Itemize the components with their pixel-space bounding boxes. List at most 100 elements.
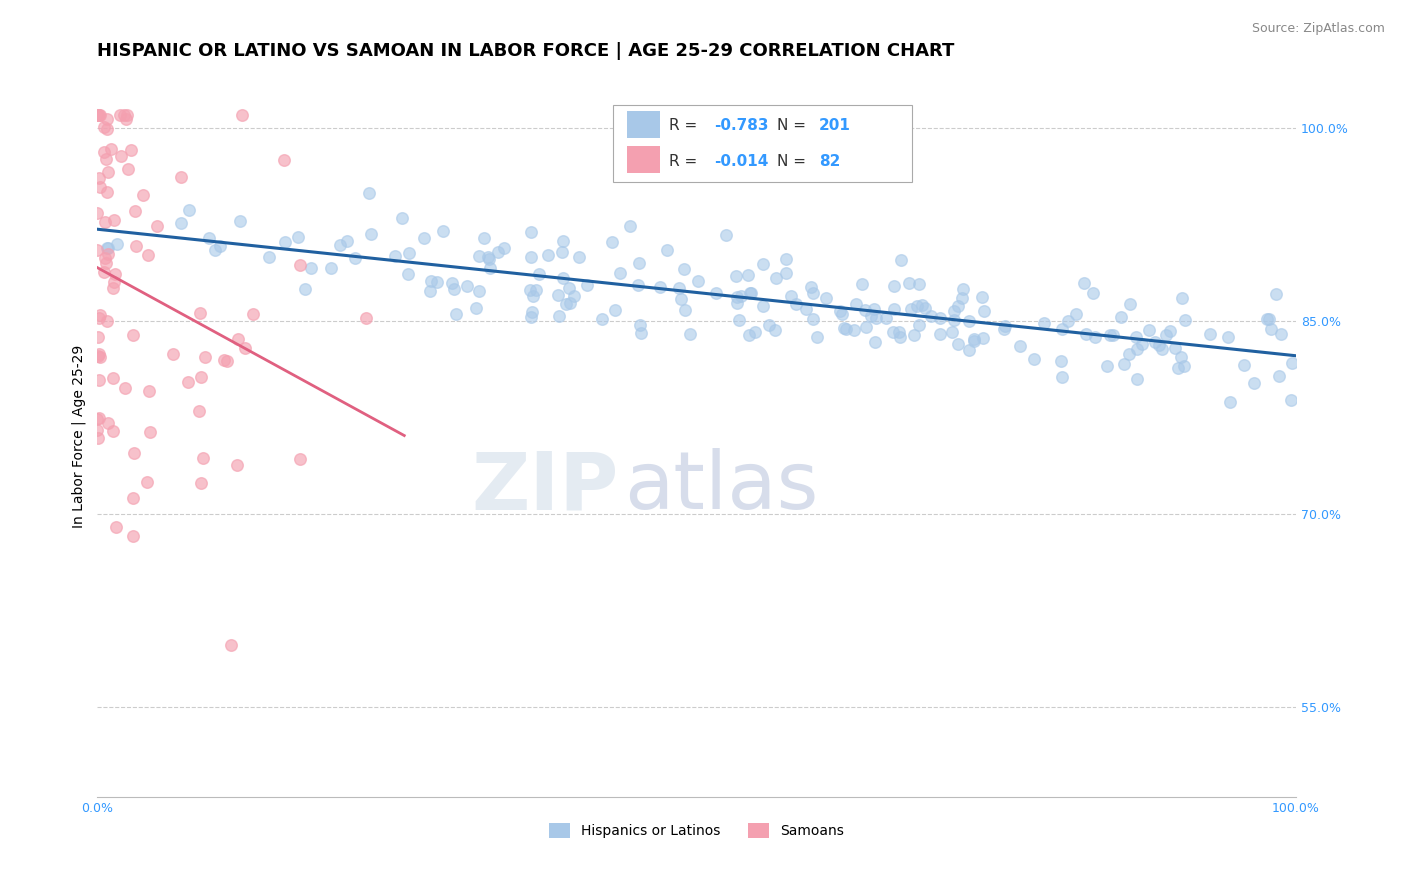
Point — [714, 227, 737, 242]
Point — [419, 284, 441, 298]
Point — [994, 318, 1017, 333]
Point — [831, 307, 853, 321]
Text: N =: N = — [778, 153, 811, 169]
Point — [1137, 323, 1160, 337]
Point — [765, 270, 787, 285]
Point — [136, 248, 159, 262]
Point — [785, 297, 807, 311]
Point — [865, 335, 887, 350]
Point — [1268, 369, 1291, 384]
Point — [1149, 338, 1171, 352]
Point — [86, 205, 108, 219]
Point — [87, 373, 110, 387]
Point — [443, 283, 465, 297]
FancyBboxPatch shape — [627, 111, 661, 138]
Point — [1074, 326, 1097, 341]
Point — [87, 410, 110, 425]
Legend: Hispanics or Latinos, Samoans: Hispanics or Latinos, Samoans — [544, 818, 849, 844]
Text: R =: R = — [669, 153, 702, 169]
Point — [120, 143, 142, 157]
Text: HISPANIC OR LATINO VS SAMOAN IN LABOR FORCE | AGE 25-29 CORRELATION CHART: HISPANIC OR LATINO VS SAMOAN IN LABOR FO… — [97, 42, 955, 60]
Point — [110, 149, 132, 163]
Point — [952, 282, 974, 296]
Point — [136, 475, 159, 490]
Point — [101, 424, 124, 438]
Point — [679, 326, 702, 341]
Point — [122, 529, 145, 543]
Point — [744, 325, 766, 339]
Point — [87, 431, 110, 445]
Point — [845, 297, 868, 311]
Point — [628, 318, 651, 332]
Point — [108, 108, 131, 122]
Point — [319, 261, 342, 276]
Point — [87, 311, 110, 326]
Point — [93, 251, 115, 265]
Point — [329, 238, 352, 252]
Point — [190, 475, 212, 490]
Point — [89, 108, 111, 122]
Point — [177, 375, 200, 389]
Point — [725, 290, 748, 304]
Point — [1257, 311, 1279, 326]
Text: atlas: atlas — [624, 448, 818, 526]
Point — [630, 326, 652, 340]
Point — [257, 250, 280, 264]
Point — [177, 202, 200, 217]
Point — [900, 302, 922, 317]
Point — [87, 108, 110, 122]
Point — [242, 307, 264, 321]
Point — [1050, 354, 1073, 368]
Point — [464, 301, 486, 316]
Point — [1270, 326, 1292, 341]
Point — [344, 252, 367, 266]
Point — [96, 185, 118, 199]
Point — [100, 142, 122, 156]
Point — [914, 301, 936, 315]
Point — [139, 425, 162, 439]
Point — [226, 332, 249, 346]
Point — [972, 331, 994, 345]
Point — [882, 325, 904, 339]
Point — [86, 329, 108, 343]
Point — [97, 241, 120, 255]
Point — [794, 301, 817, 316]
Point — [763, 323, 786, 337]
Point — [86, 412, 108, 426]
Point — [426, 276, 449, 290]
Point — [575, 278, 598, 293]
Point — [970, 290, 993, 304]
Point — [96, 112, 118, 126]
Point — [1265, 287, 1288, 301]
Point — [889, 330, 911, 344]
Point — [842, 322, 865, 336]
Point — [1109, 310, 1132, 324]
Point — [600, 235, 623, 249]
Point — [299, 260, 322, 275]
Point — [1064, 307, 1087, 321]
Point — [519, 283, 541, 297]
Point — [775, 252, 797, 266]
Point — [468, 284, 491, 298]
Point — [121, 328, 143, 343]
Point — [853, 303, 876, 318]
Point — [1256, 311, 1278, 326]
Point — [97, 416, 120, 430]
Point — [557, 281, 579, 295]
Point — [89, 180, 111, 194]
Point — [686, 274, 709, 288]
Point — [1097, 359, 1119, 373]
Point — [568, 250, 591, 264]
Point — [93, 145, 115, 159]
Point — [217, 354, 239, 368]
Point — [1084, 330, 1107, 344]
Point — [929, 327, 952, 342]
Point — [897, 277, 920, 291]
Point — [911, 298, 934, 312]
Point — [1159, 324, 1181, 338]
Point — [1154, 328, 1177, 343]
Point — [132, 187, 155, 202]
Point — [287, 230, 309, 244]
Point — [908, 277, 931, 291]
Point — [288, 451, 311, 466]
